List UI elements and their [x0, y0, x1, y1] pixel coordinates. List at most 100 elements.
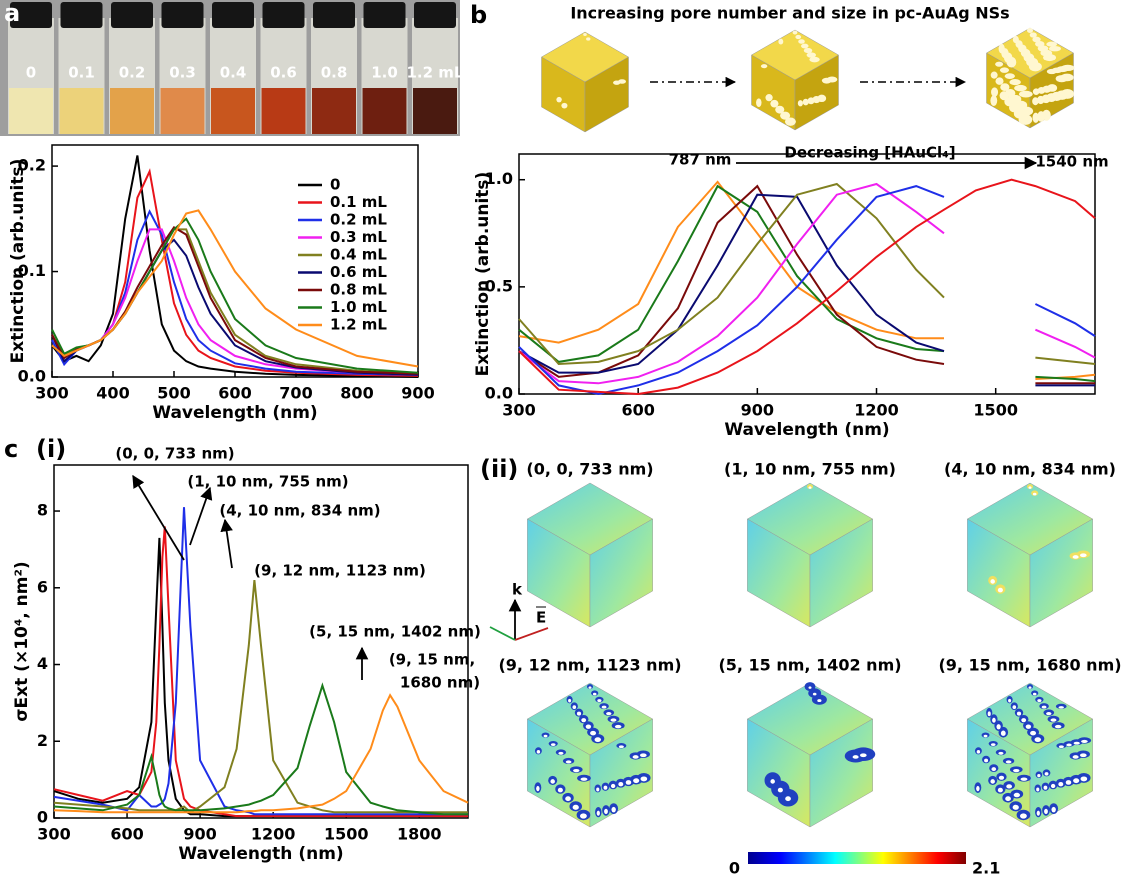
pore: [793, 31, 798, 35]
pore: [998, 588, 1003, 593]
pore: [998, 788, 1003, 793]
pore: [602, 706, 607, 709]
vial-label: 0.4: [220, 64, 247, 82]
panel-label: c: [4, 435, 18, 463]
pore: [991, 743, 996, 746]
pore: [1081, 776, 1088, 781]
legend-label: 0.6 mL: [330, 263, 387, 281]
legend-label: 0: [330, 176, 340, 194]
vial-liquid: [262, 88, 306, 134]
annotation: (9, 12 nm, 1123 nm): [254, 562, 426, 580]
pore: [568, 699, 571, 703]
pore: [1045, 772, 1049, 775]
pore: [615, 725, 621, 729]
pore: [1081, 740, 1088, 743]
series-line: [519, 186, 1095, 394]
pore: [544, 735, 548, 738]
pore: [573, 805, 579, 810]
vial-liquid: [60, 88, 104, 134]
y-tick-label: 0.0: [485, 384, 513, 403]
x-tick-label: 500: [157, 384, 190, 403]
x-tick-label: 600: [621, 401, 654, 420]
x-tick-label: 1500: [324, 825, 369, 844]
x-tick-label: 1200: [854, 401, 899, 420]
pore: [1061, 65, 1074, 71]
vial-cap: [414, 2, 456, 28]
pore: [597, 699, 601, 702]
y-axis-label: Extinction (arb.units): [8, 159, 28, 364]
x-tick-label: 900: [183, 825, 216, 844]
pore: [795, 35, 801, 39]
pore: [1009, 79, 1020, 85]
pore: [1007, 57, 1017, 68]
series-line: [519, 195, 1095, 386]
x-tick-label: 1800: [397, 825, 442, 844]
pore: [1008, 699, 1011, 703]
pore: [1017, 712, 1021, 716]
pore: [984, 759, 988, 763]
pore: [1005, 73, 1015, 79]
pore: [589, 686, 592, 689]
annotation-arrow: [190, 488, 210, 545]
pore: [558, 788, 563, 793]
pore: [998, 752, 1003, 755]
axis-name: k: [512, 581, 523, 599]
series-line: [519, 182, 1095, 379]
vial-label: 0.6: [270, 64, 297, 82]
cube-label: (5, 15 nm, 1402 nm): [718, 656, 901, 675]
pore: [1046, 712, 1051, 715]
pore: [580, 813, 587, 818]
panel-label: (ii): [480, 455, 518, 483]
vial-cap: [263, 2, 305, 28]
vial-label: 1.2 mL: [407, 64, 464, 82]
pore: [633, 778, 639, 783]
pore: [1019, 91, 1033, 98]
pore: [573, 769, 579, 772]
pore: [1042, 110, 1051, 121]
pore: [801, 44, 809, 49]
pore: [581, 778, 588, 781]
pore: [1061, 89, 1074, 99]
pore: [804, 48, 812, 53]
annotation: 787 nm: [669, 151, 732, 169]
vial-liquid: [312, 88, 356, 134]
pore: [1033, 493, 1037, 496]
pore: [1014, 85, 1027, 91]
pore: [809, 57, 819, 63]
pore: [1026, 724, 1031, 728]
pore: [1044, 809, 1048, 814]
pore: [992, 718, 996, 723]
axis-arrow: [515, 628, 548, 640]
vial-label: 0.2: [119, 64, 146, 82]
pore: [765, 94, 772, 101]
pore: [611, 784, 615, 788]
pore: [1021, 718, 1026, 722]
pore: [1020, 813, 1027, 818]
axis-arrow: [490, 627, 515, 640]
vial-liquid: [363, 88, 407, 134]
x-axis-label: Wavelength (nm): [178, 844, 343, 864]
vial-liquid: [110, 88, 154, 134]
pore: [556, 97, 561, 102]
pore: [1019, 114, 1033, 124]
x-tick-label: 600: [218, 384, 251, 403]
pore: [590, 731, 596, 736]
panel-label: b: [470, 1, 487, 29]
pore: [561, 103, 567, 109]
pore: [770, 100, 778, 108]
pore: [1066, 744, 1072, 747]
pore: [990, 579, 995, 584]
vial-liquid: [211, 88, 255, 134]
legend-label: 1.0 mL: [330, 298, 387, 316]
x-tick-label: 600: [110, 825, 143, 844]
pore: [817, 699, 821, 702]
pore: [976, 786, 979, 791]
pore: [577, 712, 581, 716]
pore: [604, 809, 608, 814]
pore: [1059, 706, 1064, 709]
pore: [566, 760, 572, 763]
vial-label: 0: [26, 64, 36, 82]
annotation: 1540 nm: [1035, 153, 1108, 171]
pore: [990, 95, 997, 106]
pore: [572, 705, 576, 709]
